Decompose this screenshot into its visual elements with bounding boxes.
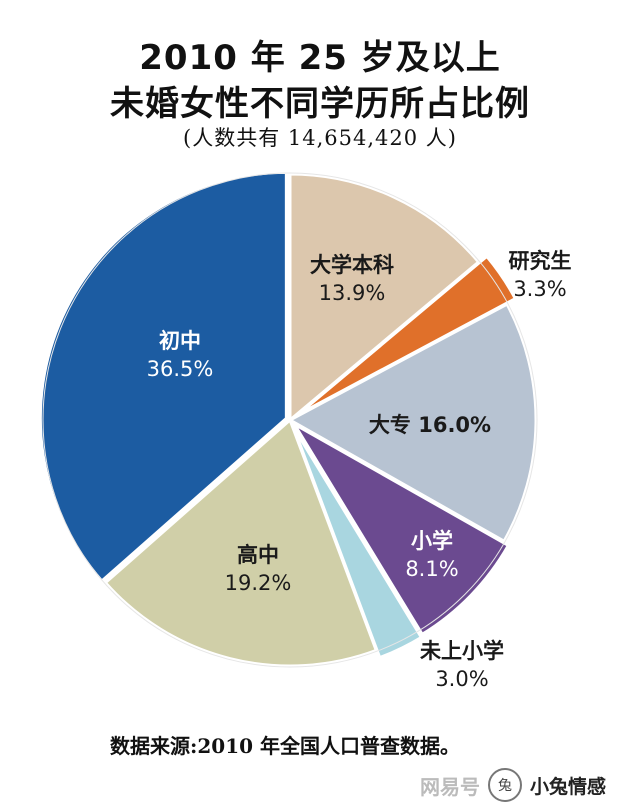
pie-slice-4: [290, 420, 511, 637]
pie-slice-5: [292, 426, 424, 660]
rabbit-logo-icon: 兔: [488, 768, 522, 802]
pie-slice-6: [103, 417, 379, 668]
chart-subtitle: (人数共有 14,654,420 人): [183, 126, 457, 150]
slice-label-4: 小学: [411, 529, 453, 553]
slice-value-7: 36.5%: [147, 357, 214, 381]
slice-label-2: 研究生: [509, 249, 572, 273]
slice-label-1: 大学本科: [310, 253, 394, 277]
pie-slice-1: [288, 172, 481, 424]
slice-label-7: 初中: [159, 329, 201, 353]
pie-slice-7: [38, 170, 288, 584]
slice-label-5: 未上小学: [420, 639, 504, 663]
chart-title-line2: 未婚女性不同学历所占比例: [110, 84, 530, 124]
slice-value-6: 19.2%: [225, 571, 292, 595]
slice-value-1: 13.9%: [319, 281, 386, 305]
slice-value-2: 3.3%: [513, 277, 566, 301]
slice-label-6: 高中: [237, 543, 279, 567]
chart-title-line1: 2010 年 25 岁及以上: [139, 38, 501, 78]
pie-slice-3: [286, 302, 538, 544]
data-source-note: 数据来源:2010 年全国人口普查数据。: [110, 734, 461, 758]
watermark-brand: 小兔情感: [530, 775, 607, 798]
pie-slice-2: [297, 254, 518, 416]
slice-value-5: 3.0%: [435, 667, 488, 691]
slice-label-3: 大专 16.0%: [369, 413, 491, 437]
watermark: 网易号 兔 小兔情感: [420, 764, 640, 806]
pie-outline: [42, 172, 538, 668]
watermark-text: 网易号: [420, 774, 480, 799]
slice-value-4: 8.1%: [405, 557, 458, 581]
